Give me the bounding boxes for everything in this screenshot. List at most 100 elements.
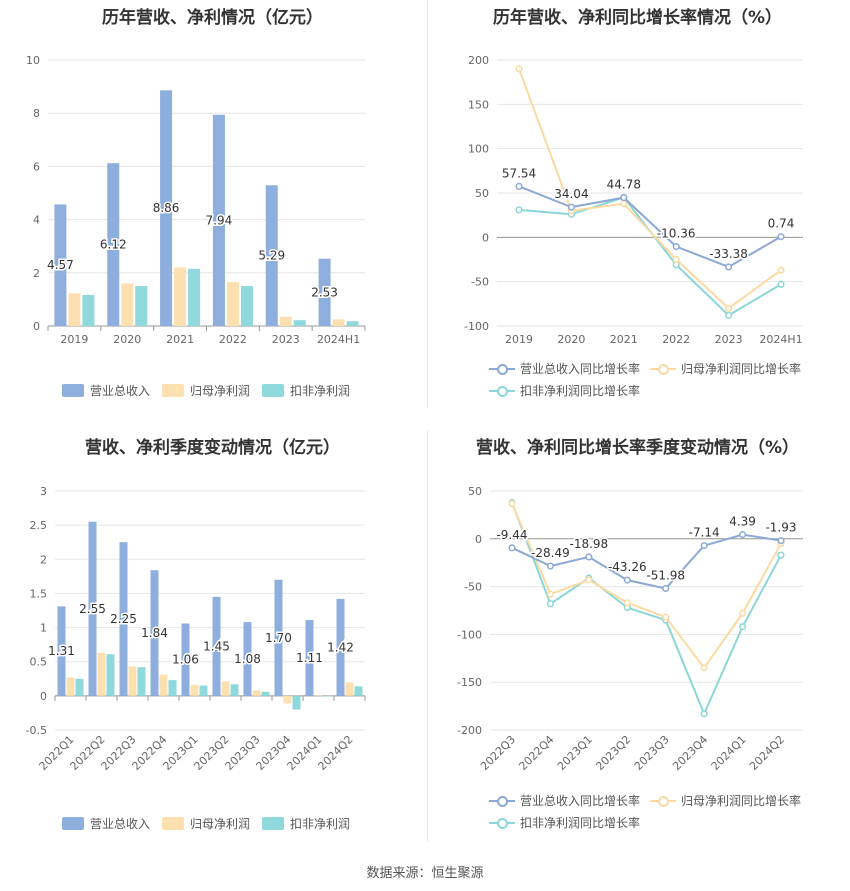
data-label: 1.31 <box>48 644 75 658</box>
data-point <box>725 304 733 312</box>
x-tick-label: 2023 <box>272 333 300 346</box>
y-tick-label: 0 <box>482 231 489 244</box>
bar <box>283 695 292 704</box>
y-tick-label: -100 <box>464 320 489 333</box>
chart-title: 营收、净利季度变动情况（亿元） <box>85 438 340 458</box>
data-point <box>515 206 523 214</box>
bar <box>57 606 66 696</box>
legend-item-parent-net[interactable]: 归母净利润 <box>162 815 250 832</box>
y-tick-label: 50 <box>475 187 489 200</box>
y-tick-label: 50 <box>468 485 482 498</box>
y-tick-label: 0 <box>40 690 47 703</box>
data-point <box>672 242 680 251</box>
legend: 营业总收入同比增长率 归母净利润同比增长率 扣非净利润同比增长率 <box>425 792 850 832</box>
series-line <box>518 185 782 269</box>
data-label: 1.84 <box>141 626 168 640</box>
data-label: 2.53 <box>311 285 338 299</box>
data-label: 0.74 <box>768 217 795 231</box>
y-tick-label: 2 <box>33 267 40 280</box>
data-label: -43.26 <box>608 560 647 574</box>
quarterly-bar-plot: -0.5 0 0.5 1 1.5 2 2.5 3 1.31 2.55 2.25 1.84 1.06 1.4… <box>26 485 366 773</box>
data-point <box>739 609 747 617</box>
data-point <box>725 311 733 319</box>
data-label: 1.45 <box>203 639 230 653</box>
bar <box>354 686 363 696</box>
data-point <box>777 233 785 241</box>
x-tick-label: 2023 <box>715 333 743 346</box>
legend-item-revenue[interactable]: 营业总收入 <box>62 382 150 399</box>
bar <box>274 579 283 696</box>
legend-item-revenue[interactable]: 营业总收入 <box>62 815 150 832</box>
x-tick-label: 2023Q3 <box>632 733 672 773</box>
bar <box>226 282 239 326</box>
legend-item-parent-growth[interactable]: 归母净利润同比增长率 <box>650 792 801 809</box>
data-point <box>777 551 785 559</box>
y-tick-label: 2 <box>40 553 47 566</box>
quarterly-revenue-profit-chart: 营收、净利季度变动情况（亿元） -0.5 0 0.5 1 1.5 2 2.5 3 1.31 2.5… <box>0 425 425 845</box>
x-tick-label: 2023Q4 <box>670 733 710 773</box>
data-point <box>585 576 593 584</box>
deducted-net-swatch <box>262 384 284 397</box>
x-tick-label: 2019 <box>505 333 533 346</box>
data-label: 57.54 <box>502 166 536 180</box>
x-tick-label: 2024H1 <box>759 333 802 346</box>
data-point <box>700 710 708 718</box>
bar <box>188 268 201 326</box>
quarterly-line-plot: -200 -150 -100 -50 0 50 -9.44 -28.49-18.98 -43.2… <box>457 485 803 773</box>
data-label: 4.57 <box>47 258 74 272</box>
legend-item-deducted-growth[interactable]: 扣非净利润同比增长率 <box>489 382 640 399</box>
x-tick-label: 2019 <box>60 333 88 346</box>
series-line <box>511 503 782 670</box>
y-tick-label: -200 <box>457 724 482 737</box>
bar <box>261 691 270 696</box>
revenue-growth-symbol <box>489 795 515 807</box>
chart-title: 历年营收、净利同比增长率情况（%） <box>492 8 783 28</box>
annual-revenue-profit-chart: 历年营收、净利情况（亿元） 0 2 4 6 8 10 4.57 6.12 8.86 7.94 5.2… <box>0 0 425 410</box>
data-label: 1.42 <box>327 640 354 654</box>
x-tick-label: 2023Q2 <box>593 733 633 773</box>
bar <box>128 666 137 696</box>
legend-item-deducted-growth[interactable]: 扣非净利润同比增长率 <box>489 814 640 831</box>
y-tick-label: -150 <box>457 676 482 689</box>
data-label: 2.25 <box>110 612 137 626</box>
deducted-growth-symbol <box>489 817 515 829</box>
bar <box>265 185 278 326</box>
y-tick-label: 1.5 <box>30 587 48 600</box>
chart-title: 营收、净利同比增长率季度变动情况（%） <box>475 438 800 458</box>
bar <box>119 542 128 696</box>
annual-line-plot: -100 -50 0 50 100 150 200 57.54 34.04 44.78 -10.36… <box>464 54 803 346</box>
bar <box>345 682 354 696</box>
bar <box>54 204 67 326</box>
deducted-net-swatch <box>262 817 284 830</box>
data-label: -18.98 <box>570 537 609 551</box>
legend-item-revenue-growth[interactable]: 营业总收入同比增长率 <box>489 360 640 377</box>
bar <box>121 283 134 326</box>
data-point <box>508 544 516 552</box>
data-label: 44.78 <box>607 178 641 192</box>
data-point <box>620 194 628 202</box>
data-label: 1.70 <box>265 631 292 645</box>
bar <box>240 286 253 326</box>
y-tick-label: 150 <box>468 98 489 111</box>
data-point <box>777 280 785 288</box>
data-point <box>672 255 680 264</box>
bar <box>346 321 359 326</box>
data-point <box>739 623 747 631</box>
legend-item-deducted-net[interactable]: 扣非净利润 <box>262 382 350 399</box>
data-point <box>546 590 554 598</box>
y-tick-label: 3 <box>40 485 47 498</box>
data-point <box>725 263 733 271</box>
data-point <box>567 203 575 211</box>
bar <box>252 690 261 696</box>
data-label: -7.14 <box>689 526 720 540</box>
y-tick-label: 0 <box>475 533 482 546</box>
bar <box>212 114 225 327</box>
legend-item-parent-growth[interactable]: 归母净利润同比增长率 <box>650 360 801 377</box>
bar <box>332 319 345 326</box>
data-point <box>700 664 708 672</box>
bar <box>88 521 97 696</box>
legend-item-revenue-growth[interactable]: 营业总收入同比增长率 <box>489 792 640 809</box>
legend-item-parent-net[interactable]: 归母净利润 <box>162 382 250 399</box>
legend-item-deducted-net[interactable]: 扣非净利润 <box>262 815 350 832</box>
bar <box>97 652 106 696</box>
